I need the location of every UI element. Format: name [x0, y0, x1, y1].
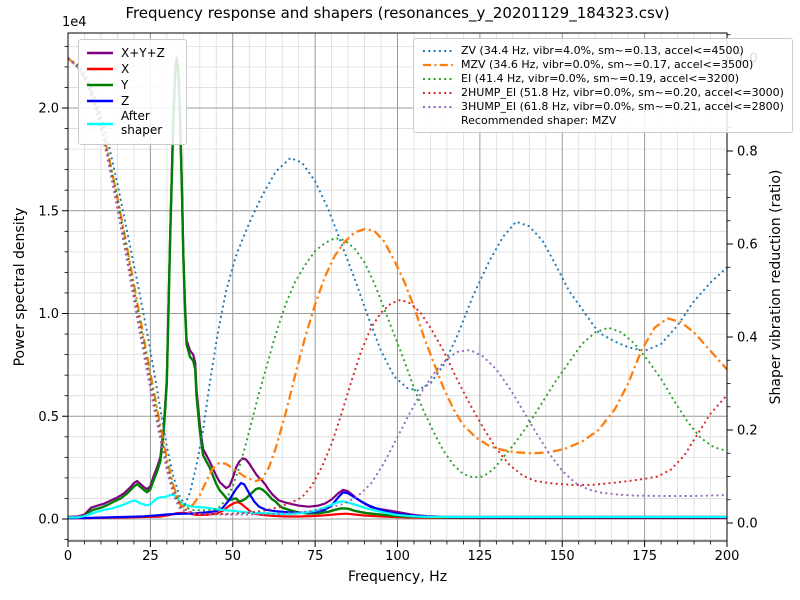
x-axis-label: Frequency, Hz	[347, 569, 448, 585]
legend-line-x-icon	[87, 67, 113, 71]
legend-spacer	[422, 116, 454, 126]
legend-label: MZV (34.6 Hz, vibr=0.0%, sm~=0.17, accel…	[461, 58, 754, 71]
legend-line-mzv-icon	[423, 63, 453, 66]
x-tick-label: 75	[307, 549, 324, 564]
legend-item-y: Y	[86, 78, 177, 92]
data-series	[68, 56, 727, 520]
chart-title: Frequency response and shapers (resonanc…	[125, 4, 670, 22]
y-axis-right-label: Shaper vibration reduction (ratio)	[768, 169, 784, 405]
x-tick-label: 25	[142, 549, 159, 564]
y-left-tick-label: 1.0	[38, 307, 59, 322]
legend-psd: X+Y+Z X Y Z After shaper	[78, 39, 187, 145]
y-right-tick-label: 0.2	[737, 424, 758, 439]
y-right-tick-label: 0.4	[737, 331, 758, 346]
legend-item-after-shaper: After shaper	[86, 109, 177, 138]
legend-item-3hump-ei: 3HUMP_EI (61.8 Hz, vibr=0.0%, sm~=0.21, …	[422, 100, 784, 113]
y-left-tick-label: 1.5	[38, 204, 59, 219]
series-2hump-ei	[68, 57, 727, 516]
x-tick-label: 125	[467, 549, 492, 564]
legend-label: ZV (34.4 Hz, vibr=4.0%, sm~=0.13, accel<…	[461, 44, 744, 57]
legend-label: X+Y+Z	[121, 46, 165, 60]
tick-labels: 0 25 50 75 100 125 150 175 200 0.0 0.5 1.0 1.5 2.0 0.0…	[38, 52, 757, 565]
legend-label: After shaper	[121, 109, 163, 137]
x-tick-label: 100	[385, 549, 410, 564]
legend-item-recommendation: Recommended shaper: MZV	[422, 114, 784, 127]
legend-label: Z	[121, 94, 130, 108]
axis-ticks	[62, 34, 733, 547]
series-zv	[68, 57, 727, 506]
y-axis-offset-text: 1e4	[62, 15, 87, 30]
legend-line-after-shaper-icon	[87, 122, 113, 125]
y-right-tick-label: 0.0	[737, 517, 758, 532]
legend-label: X	[121, 62, 130, 76]
x-tick-label: 200	[715, 549, 740, 564]
y-right-tick-label: 0.6	[737, 238, 758, 253]
legend-item-2hump-ei: 2HUMP_EI (51.8 Hz, vibr=0.0%, sm~=0.20, …	[422, 86, 784, 99]
legend-line-3hump-ei-icon	[423, 105, 453, 108]
x-tick-label: 50	[224, 549, 241, 564]
legend-item-z: Z	[86, 94, 177, 108]
x-tick-label: 0	[64, 549, 72, 564]
legend-label: 3HUMP_EI (61.8 Hz, vibr=0.0%, sm~=0.21, …	[461, 100, 784, 113]
legend-line-2hump-ei-icon	[423, 91, 453, 94]
legend-line-y-icon	[87, 83, 113, 87]
legend-label: Y	[121, 78, 129, 92]
x-tick-label: 150	[550, 549, 575, 564]
x-tick-label: 175	[632, 549, 657, 564]
legend-label: EI (41.4 Hz, vibr=0.0%, sm~=0.19, accel<…	[461, 72, 739, 85]
legend-item-zv: ZV (34.4 Hz, vibr=4.0%, sm~=0.13, accel<…	[422, 44, 784, 57]
y-left-tick-label: 0.0	[38, 513, 59, 528]
legend-line-xyz-icon	[87, 51, 113, 55]
series-y	[68, 59, 727, 520]
legend-line-z-icon	[87, 99, 113, 103]
legend-item-mzv: MZV (34.6 Hz, vibr=0.0%, sm~=0.17, accel…	[422, 58, 784, 71]
legend-item-ei: EI (41.4 Hz, vibr=0.0%, sm~=0.19, accel<…	[422, 72, 784, 85]
series-mzv	[68, 57, 727, 511]
legend-line-ei-icon	[423, 77, 453, 80]
legend-item-xyz: X+Y+Z	[86, 46, 177, 60]
series-z	[68, 481, 727, 520]
legend-label: 2HUMP_EI (51.8 Hz, vibr=0.0%, sm~=0.20, …	[461, 86, 784, 99]
legend-line-zv-icon	[423, 49, 453, 52]
legend-shapers: ZV (34.4 Hz, vibr=4.0%, sm~=0.13, accel<…	[413, 38, 793, 133]
y-left-tick-label: 0.5	[38, 410, 59, 425]
legend-item-x: X	[86, 62, 177, 76]
recommended-shaper-text: Recommended shaper: MZV	[461, 114, 617, 127]
y-axis-left-label: Power spectral density	[12, 207, 28, 367]
series-after-shaper	[68, 493, 727, 519]
y-right-tick-label: 0.8	[737, 145, 758, 160]
y-left-tick-label: 2.0	[38, 102, 59, 117]
